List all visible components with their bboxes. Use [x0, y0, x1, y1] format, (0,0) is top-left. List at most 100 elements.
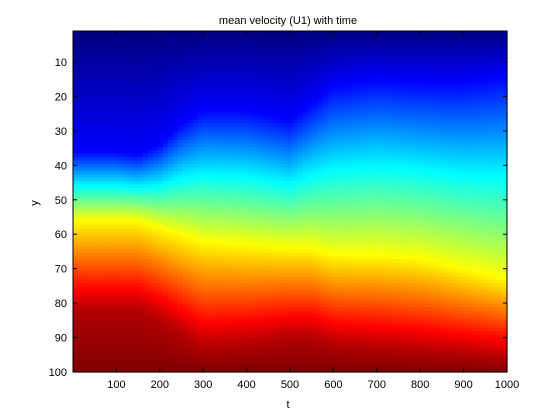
heatmap-cell	[127, 331, 134, 336]
heatmap-cell	[252, 317, 259, 322]
heatmap-cell	[212, 324, 219, 329]
heatmap-cell	[122, 279, 129, 284]
heatmap-cell	[247, 266, 254, 271]
heatmap-cell	[92, 140, 99, 145]
heatmap-cell	[132, 119, 139, 124]
heatmap-cell	[157, 225, 164, 230]
heatmap-cell	[162, 92, 169, 97]
heatmap-cell	[262, 181, 269, 186]
heatmap-cell	[162, 112, 169, 117]
heatmap-cell	[162, 218, 169, 223]
heatmap-cell	[142, 276, 149, 281]
heatmap-cell	[262, 320, 269, 325]
heatmap-cell	[212, 314, 219, 319]
heatmap-cell	[262, 92, 269, 97]
heatmap-cell	[272, 354, 279, 359]
heatmap-cell	[167, 54, 174, 59]
heatmap-cell	[152, 37, 159, 42]
heatmap-cell	[302, 116, 309, 121]
heatmap-cell	[242, 44, 249, 49]
heatmap-cell	[262, 201, 269, 206]
heatmap-cell	[197, 259, 204, 264]
heatmap-cell	[212, 92, 219, 97]
heatmap-cell	[182, 187, 189, 192]
heatmap-cell	[102, 283, 109, 288]
heatmap-cell	[162, 283, 169, 288]
heatmap-cell	[297, 167, 304, 172]
heatmap-cell	[167, 351, 174, 356]
heatmap-cell	[97, 65, 104, 70]
heatmap-cell	[237, 245, 244, 250]
heatmap-cell	[122, 358, 129, 363]
heatmap-cell	[227, 256, 234, 261]
heatmap-cell	[212, 204, 219, 209]
heatmap-cell	[282, 337, 289, 342]
chart-title: mean velocity (U1) with time	[219, 15, 357, 27]
heatmap-cell	[227, 314, 234, 319]
heatmap-cell	[277, 314, 284, 319]
heatmap-cell	[302, 99, 309, 104]
heatmap-cell	[82, 65, 89, 70]
heatmap-cell	[267, 99, 274, 104]
heatmap-cell	[167, 51, 174, 56]
heatmap-cell	[167, 296, 174, 301]
heatmap-cell	[152, 177, 159, 182]
heatmap-cell	[147, 126, 154, 131]
heatmap-cell	[152, 41, 159, 46]
heatmap-cell	[312, 320, 319, 325]
heatmap-cell	[302, 48, 309, 53]
heatmap-cell	[127, 163, 134, 168]
heatmap-cell	[152, 341, 159, 346]
heatmap-cell	[122, 143, 129, 148]
heatmap-cell	[187, 290, 194, 295]
heatmap-cell	[212, 276, 219, 281]
heatmap-cell	[112, 262, 119, 267]
heatmap-cell	[267, 239, 274, 244]
heatmap-cell	[207, 235, 214, 240]
heatmap-cell	[287, 266, 294, 271]
heatmap-cell	[207, 351, 214, 356]
heatmap-cell	[262, 242, 269, 247]
heatmap-cell	[317, 82, 324, 87]
heatmap-cell	[162, 225, 169, 230]
heatmap-cell	[117, 218, 124, 223]
heatmap-cell	[187, 184, 194, 189]
heatmap-cell	[272, 31, 279, 36]
heatmap-cell	[307, 273, 314, 278]
heatmap-cell	[147, 48, 154, 53]
heatmap-cell	[167, 136, 174, 141]
heatmap-cell	[277, 218, 284, 223]
heatmap-cell	[152, 358, 159, 363]
heatmap-cell	[232, 296, 239, 301]
heatmap-cell	[287, 187, 294, 192]
heatmap-cell	[242, 54, 249, 59]
heatmap-cell	[107, 354, 114, 359]
heatmap-cell	[297, 92, 304, 97]
heatmap-cell	[277, 221, 284, 226]
heatmap-cell	[107, 54, 114, 59]
heatmap-cell	[227, 331, 234, 336]
heatmap-cell	[117, 191, 124, 196]
heatmap-cell	[157, 218, 164, 223]
heatmap-cell	[82, 109, 89, 114]
heatmap-cell	[242, 174, 249, 179]
heatmap-cell	[222, 293, 229, 298]
heatmap-cell	[197, 317, 204, 322]
heatmap-cell	[217, 85, 224, 90]
heatmap-cell	[297, 354, 304, 359]
heatmap-cell	[257, 85, 264, 90]
heatmap-cell	[162, 358, 169, 363]
heatmap-cell	[112, 358, 119, 363]
heatmap-cell	[187, 259, 194, 264]
heatmap-cell	[182, 88, 189, 93]
heatmap-cell	[277, 78, 284, 83]
heatmap-cell	[112, 136, 119, 141]
heatmap-cell	[162, 41, 169, 46]
heatmap-cell	[257, 354, 264, 359]
heatmap-cell	[92, 174, 99, 179]
heatmap-cell	[177, 146, 184, 151]
heatmap-cell	[267, 106, 274, 111]
heatmap-cell	[73, 320, 79, 325]
heatmap-cell	[107, 358, 114, 363]
heatmap-cell	[257, 44, 264, 49]
